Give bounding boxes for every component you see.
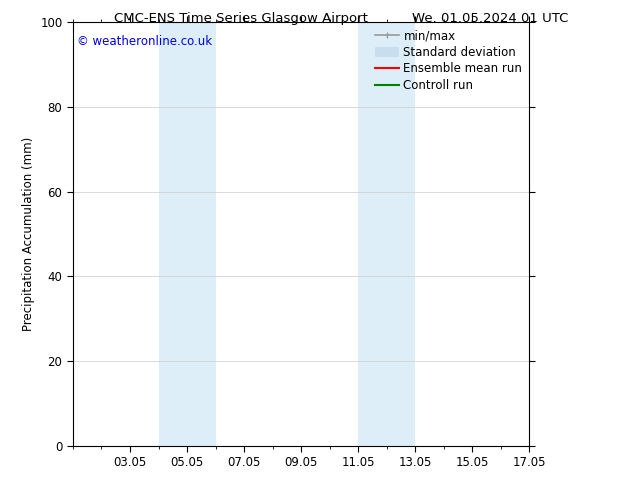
Text: We. 01.05.2024 01 UTC: We. 01.05.2024 01 UTC <box>412 12 569 25</box>
Text: CMC-ENS Time Series Glasgow Airport: CMC-ENS Time Series Glasgow Airport <box>114 12 368 25</box>
Legend: min/max, Standard deviation, Ensemble mean run, Controll run: min/max, Standard deviation, Ensemble me… <box>372 25 526 95</box>
Bar <box>158 22 216 446</box>
Y-axis label: Precipitation Accumulation (mm): Precipitation Accumulation (mm) <box>22 137 35 331</box>
Bar <box>358 22 415 446</box>
Text: © weatheronline.co.uk: © weatheronline.co.uk <box>77 35 212 48</box>
